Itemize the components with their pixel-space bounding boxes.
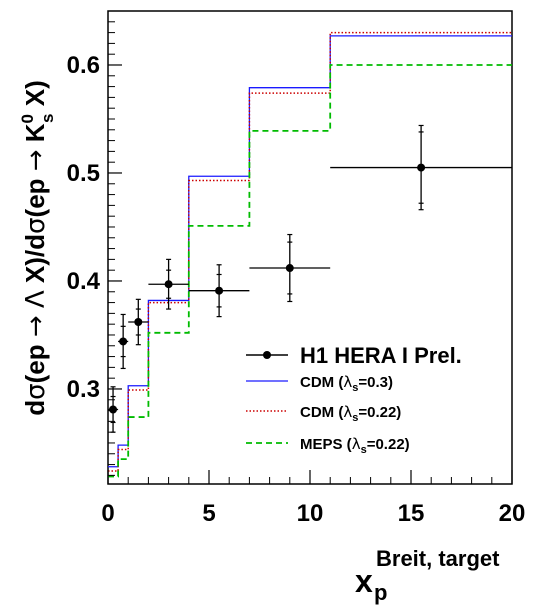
legend-cdm-022-sub: s [352,412,358,424]
x-axis-label-sup: Breit, target [376,546,500,571]
data-point-marker-3 [164,280,173,289]
y-tick-label-3: 0.6 [67,52,100,79]
x-tick-label-4: 20 [499,500,526,527]
y-label-arrow: → [21,315,51,337]
y-tick-label-2: 0.5 [67,160,100,187]
plot-frame [107,10,513,485]
y-label-d: d [20,400,50,416]
legend-cdm-03-a: CDM ( [300,374,343,391]
y-label-sigma: σ [21,383,51,399]
x-axis-label: x [355,563,373,599]
y-label-space [20,308,50,315]
data-point-1 [118,313,129,370]
x-tick-label-2: 10 [297,500,324,527]
legend-label-data: H1 HERA I Prel. [300,343,462,368]
y-label-arrow-2: → [21,149,51,171]
legend: H1 HERA I Prel. CDM (λs=0.3) CDM (λs=0.2… [246,343,462,456]
data-point-marker-0 [109,405,118,414]
legend-meps-a: MEPS ( [300,436,352,453]
y-label-lambda: Λ [21,290,51,308]
legend-meps-lambda: λ [352,435,361,453]
legend-cdm-022-b: =0.22) [358,404,401,421]
data-point-marker-5 [285,264,294,273]
legend-meps-b: =0.22) [367,436,410,453]
legend-cdm-022-lambda: λ [343,403,352,421]
legend-marker-data-dot [263,351,271,359]
data-point-marker-1 [119,337,128,346]
legend-cdm-03-sub: s [352,382,358,394]
y-label-k-sup: 0 [18,114,37,123]
y-label-sigma-2: σ [21,217,51,233]
y-tick-label-1: 0.4 [67,268,101,295]
y-label-ep-2: (ep [20,171,50,217]
axis-ticks: 0 5 10 15 20 0.3 0.4 0.5 0.6 [67,10,526,527]
y-label-k: K [20,123,50,149]
data-point-6 [330,124,512,211]
legend-meps-sub: s [361,444,367,456]
legend-cdm-03-lambda: λ [343,373,352,391]
y-label-x-over-d: X)/d [20,234,50,290]
x-tick-label-0: 0 [101,500,114,527]
y-label-k-sub: s [38,114,57,123]
data-point-5 [249,233,331,303]
legend-label-cdm-022: CDM (λs=0.22) [300,403,401,424]
legend-cdm-022-a: CDM ( [300,404,343,421]
data-point-marker-4 [215,286,224,295]
data-point-2 [128,298,149,346]
data-point-4 [188,264,250,318]
legend-label-meps: MEPS (λs=0.22) [300,435,410,456]
data-point-marker-6 [417,163,426,172]
series-step-2 [108,64,512,478]
x-axis-label-sub: p [374,580,387,605]
y-label-ep: (ep [20,337,50,383]
x-tick-label-3: 15 [398,500,425,527]
data-points-layer [108,124,512,433]
y-axis-label: dσ(ep → Λ X)/dσ(ep → K0s X) [18,80,57,415]
y-tick-label-0: 0.3 [67,376,100,403]
y-label-x-close: X) [20,80,50,113]
x-tick-label-1: 5 [202,500,215,527]
data-point-3 [148,258,189,310]
legend-cdm-03-b: =0.3) [358,374,393,391]
data-point-marker-2 [134,318,143,327]
legend-label-cdm-03: CDM (λs=0.3) [300,373,393,394]
